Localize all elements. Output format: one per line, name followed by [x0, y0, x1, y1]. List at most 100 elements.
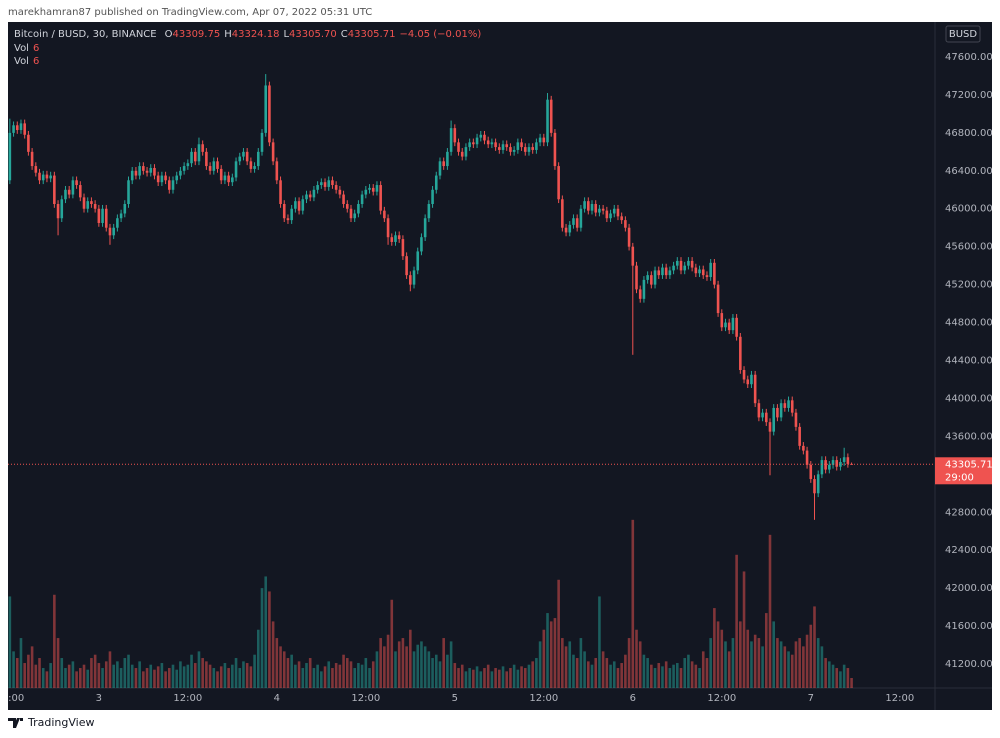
- indicator-name: Vol: [14, 43, 29, 54]
- volume-bar: [12, 651, 15, 688]
- volume-bar: [572, 654, 575, 688]
- currency-box[interactable]: [945, 25, 981, 43]
- volume-bar: [334, 663, 338, 688]
- candle-body: [260, 132, 264, 152]
- volume-bar: [175, 669, 179, 688]
- volume-bar: [56, 638, 60, 688]
- candle-body: [186, 163, 190, 167]
- candle-body: [828, 464, 831, 470]
- candle-body: [305, 194, 308, 200]
- volume-bar: [423, 646, 427, 688]
- volume-bar: [609, 664, 612, 688]
- candle-body: [75, 180, 78, 186]
- candle-body: [820, 460, 824, 475]
- volume-bar: [828, 661, 831, 688]
- volume-bar: [468, 668, 471, 688]
- volume-bar: [60, 658, 64, 688]
- candle-body: [490, 142, 494, 145]
- volume-bar: [168, 668, 171, 688]
- volume-bar: [583, 651, 586, 688]
- volume-bar: [783, 646, 787, 688]
- volume-bar: [75, 671, 78, 688]
- candle-body: [609, 213, 612, 219]
- volume-bar: [312, 668, 316, 688]
- candle-body: [156, 175, 160, 183]
- volume-bar: [412, 651, 416, 688]
- volume-bar: [116, 661, 119, 688]
- volume-bar: [620, 663, 623, 688]
- volume-bar: [212, 668, 216, 688]
- volume-bar: [294, 664, 297, 688]
- volume-bar: [268, 591, 271, 688]
- volume-bar: [201, 658, 204, 688]
- candle-body: [101, 208, 104, 223]
- volume-bar: [809, 624, 813, 688]
- volume-bar: [457, 668, 460, 688]
- candle-body: [60, 199, 64, 219]
- candle-body: [38, 172, 41, 181]
- volume-bar: [653, 668, 657, 688]
- candle-body: [835, 460, 839, 467]
- y-tick-label: 45600.00: [945, 242, 993, 253]
- volume-bar: [846, 668, 850, 688]
- candle-body: [587, 201, 590, 211]
- volume-bar: [813, 606, 816, 688]
- candle-body: [527, 147, 531, 152]
- volume-bar: [345, 658, 349, 688]
- legend-key: O: [165, 29, 173, 40]
- volume-bar: [557, 579, 560, 688]
- last-price-box: [935, 457, 992, 485]
- candle-body: [564, 227, 568, 233]
- volume-bar: [594, 658, 598, 688]
- volume-bar: [401, 638, 405, 688]
- volume-bar: [156, 666, 160, 688]
- volume-bar: [138, 661, 141, 688]
- volume-bar: [249, 666, 253, 688]
- candle-body: [457, 142, 460, 152]
- volume-bar: [142, 671, 145, 688]
- candle-body: [216, 161, 219, 169]
- candle-body: [701, 269, 705, 276]
- volume-bar: [79, 668, 82, 688]
- candle-body: [223, 175, 227, 181]
- candle-body: [12, 125, 15, 133]
- candle-body: [264, 85, 268, 133]
- volume-bar: [835, 668, 839, 688]
- volume-bar: [716, 621, 720, 688]
- volume-bar: [668, 668, 672, 688]
- volume-bar: [160, 663, 164, 688]
- candle-body: [661, 267, 664, 276]
- candle-body: [231, 177, 234, 183]
- y-tick-label: 41600.00: [945, 621, 993, 632]
- volume-bar: [357, 663, 360, 688]
- volume-bar: [587, 661, 590, 688]
- volume-bar: [527, 664, 531, 688]
- candle-body: [149, 167, 153, 173]
- candle-body: [816, 474, 820, 494]
- volume-bar: [657, 663, 661, 688]
- volume-bar: [438, 661, 442, 688]
- currency: BUSD: [949, 29, 978, 40]
- volume-bar: [575, 658, 579, 688]
- volume-bar: [501, 666, 505, 688]
- volume-bar: [490, 671, 494, 688]
- volume-bar: [238, 668, 242, 688]
- y-tick-label: 43600.00: [945, 431, 993, 442]
- y-tick-label: 47600.00: [945, 52, 993, 63]
- x-tick-label: 6: [630, 693, 636, 704]
- candle-body: [572, 218, 575, 225]
- x-tick-label: 12:00: [885, 693, 914, 704]
- volume-bar: [30, 646, 34, 688]
- candle-body: [468, 142, 471, 148]
- candle-body: [798, 426, 801, 446]
- candle-body: [598, 208, 601, 213]
- volume-bar: [260, 588, 264, 688]
- volume-bar: [145, 668, 149, 688]
- candle-body: [805, 450, 809, 465]
- legend: Bitcoin / BUSD, 30, BINANCE O43309.75 H433…: [14, 29, 481, 40]
- candle-body: [383, 210, 386, 219]
- volume-bar: [805, 634, 809, 688]
- volume-bar: [761, 646, 764, 688]
- candle-body: [446, 151, 449, 167]
- candle-body: [494, 142, 497, 148]
